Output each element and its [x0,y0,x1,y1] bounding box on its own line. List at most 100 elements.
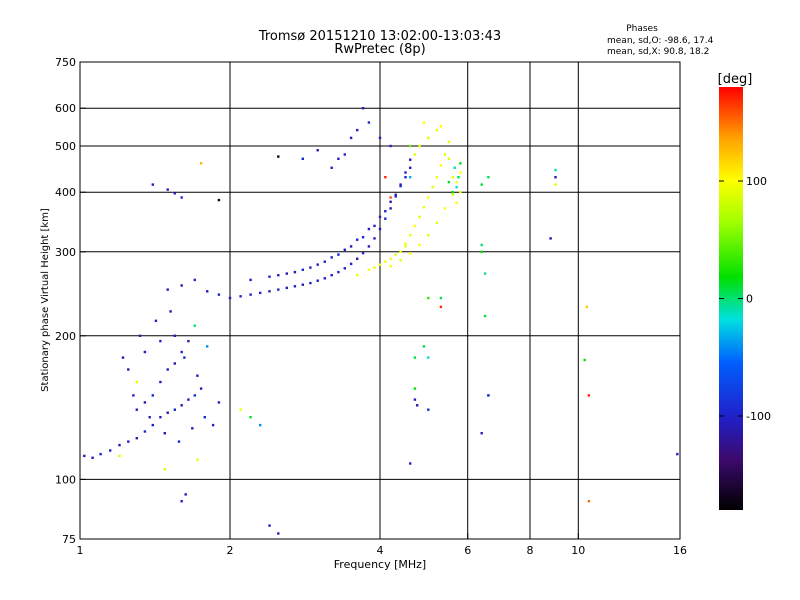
data-point [483,272,487,275]
data-point [187,398,190,401]
data-point [259,291,262,295]
data-point [384,176,387,179]
data-point [443,207,447,210]
data-point [193,324,196,327]
data-point [399,259,402,262]
data-point [373,266,376,269]
y-tick-label: 500 [55,140,76,153]
data-point [316,279,319,282]
data-points [83,107,679,535]
data-point [268,524,271,527]
data-point [330,274,333,277]
data-point [301,268,304,271]
data-point [91,456,94,459]
data-point [399,183,402,186]
data-point [99,452,102,456]
chart-subtitle: RwPretec (8p) [334,42,425,57]
data-point [554,176,557,179]
data-point [367,227,371,231]
data-point [378,227,382,231]
data-point [409,176,412,179]
data-point [249,416,252,419]
data-point [159,380,162,384]
data-point [389,144,392,148]
data-point [447,157,451,160]
data-point [127,368,130,371]
y-tick-label: 600 [55,102,76,115]
data-point [554,168,557,172]
data-point [483,314,487,318]
data-point [143,430,147,433]
data-point [399,250,402,253]
data-point [409,166,412,169]
data-point [389,196,392,199]
data-point [435,128,438,132]
data-point [378,136,382,140]
data-point [409,252,412,255]
data-point [413,387,417,390]
data-point [277,532,280,535]
data-point [439,296,443,300]
data-point [457,176,460,179]
data-point [447,140,451,144]
data-point [159,416,162,419]
data-point [330,256,333,259]
data-point [249,278,252,282]
data-point [193,394,196,397]
data-point [399,184,402,188]
y-tick-label: 400 [55,186,76,199]
chart-title: Tromsø 20151210 13:02:00-13:03:43 [258,29,501,44]
data-point [422,345,426,348]
data-point [389,257,392,260]
data-point [285,286,288,290]
data-point [187,339,190,343]
y-tick-label: 75 [62,533,76,546]
data-point [378,215,382,219]
data-point [121,356,125,359]
stats-o-mode: mean, sd,O: -98.6, 17.4 [607,36,714,46]
data-point [118,454,121,458]
y-axis: 75 100 200 300 400 500 600 750 [55,56,86,546]
data-point [180,284,183,287]
y-tick-label: 750 [55,56,76,69]
data-point [217,198,221,202]
data-point [203,416,206,419]
data-point [166,411,169,414]
data-point [132,394,135,397]
data-point [384,210,387,213]
data-point [361,107,365,110]
data-point [173,334,176,337]
x-tick-label: 4 [377,544,384,557]
data-point [487,176,490,179]
data-point [373,237,376,240]
data-point [409,462,412,465]
y-tick-label: 100 [55,473,76,486]
data-point [384,260,387,263]
data-point [443,153,447,156]
data-point [349,245,353,248]
data-point [418,243,421,247]
data-point [196,458,199,461]
data-point [180,350,183,354]
data-point [193,278,196,282]
data-point [180,404,183,407]
y-tick-label: 300 [55,246,76,259]
data-point [293,270,297,274]
y-axis-label: Stationary phase Virtual Height [km] [40,208,51,392]
data-point [343,153,346,156]
x-axis: 1 2 4 6 8 10 16 [77,533,687,557]
data-point [480,432,483,435]
data-point [418,215,421,219]
data-point [356,274,359,277]
data-point [199,387,203,390]
data-point [166,368,169,371]
data-point [239,408,242,411]
data-point [427,408,430,411]
data-point [148,416,151,419]
x-tick-label: 6 [464,544,471,557]
x-tick-label: 1 [77,544,84,557]
data-point [151,423,154,427]
data-point [316,149,319,152]
data-point [191,427,194,430]
data-point [394,195,397,198]
